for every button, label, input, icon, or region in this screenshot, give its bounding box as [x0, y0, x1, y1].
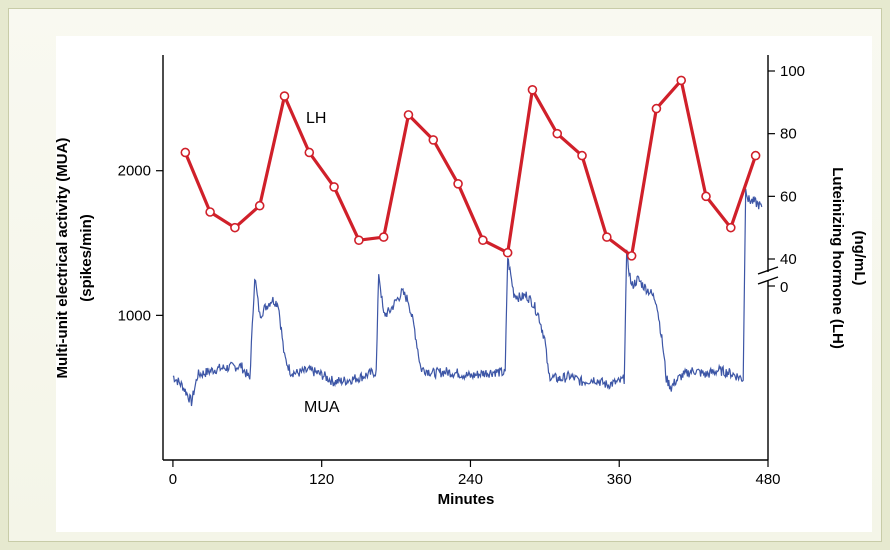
lh-data-point — [304, 147, 315, 158]
lh-series-line — [183, 78, 758, 258]
lh-data-point — [478, 235, 488, 245]
x-tick-label: 120 — [309, 471, 334, 488]
right-y-axis-title-line2: (ng/mL) — [851, 231, 868, 286]
x-axis-title: Minutes — [438, 491, 495, 508]
lh-data-point — [602, 232, 612, 242]
lh-data-point — [428, 135, 439, 145]
x-tick-label: 240 — [458, 471, 483, 488]
mua-series-line — [172, 188, 763, 407]
right-y-tick-label: 40 — [780, 251, 797, 268]
axis-break-mark-top — [757, 266, 779, 275]
lh-data-point — [726, 222, 736, 233]
lh-data-point — [552, 128, 563, 139]
x-tick-label: 480 — [755, 471, 780, 488]
lh-data-point — [354, 235, 364, 245]
mua-series-label: MUA — [304, 399, 340, 416]
lh-data-point — [205, 207, 215, 217]
right-y-tick-label: 80 — [780, 126, 797, 143]
lh-data-point — [527, 85, 538, 95]
left-y-axis-title-line1: Multi-unit electrical activity (MUA) — [54, 138, 71, 379]
right-y-tick-label: 100 — [780, 63, 805, 80]
lh-data-point — [279, 91, 290, 101]
lh-data-point — [180, 147, 191, 158]
lh-data-point — [701, 191, 711, 202]
lh-data-point — [453, 179, 463, 189]
lh-data-point — [750, 150, 761, 161]
lh-data-point — [502, 247, 513, 258]
right-y-tick-label: 60 — [780, 188, 797, 205]
axis-break-mark-bottom — [757, 276, 779, 285]
left-y-tick-label: 2000 — [118, 163, 151, 180]
left-y-tick-label: 1000 — [118, 307, 151, 324]
lh-data-point — [230, 222, 240, 233]
plot-card — [56, 36, 872, 532]
lh-data-point — [676, 75, 687, 86]
lh-series-markers — [180, 75, 761, 261]
left-y-axis-title-line2: (spikes/min) — [78, 214, 95, 302]
lh-data-point — [378, 232, 389, 242]
lh-data-point — [254, 200, 265, 211]
right-y-axis-ticks: 40 60 80 100 0 — [768, 63, 805, 296]
right-y-tick-label-zero: 0 — [780, 279, 788, 296]
x-tick-label: 0 — [169, 471, 177, 488]
lh-series-label: LH — [306, 110, 326, 127]
right-y-axis-title-line1: Luteinizing hormone (LH) — [829, 167, 846, 349]
lh-data-point — [329, 182, 339, 192]
lh-data-point — [577, 150, 587, 161]
lh-data-point — [403, 110, 414, 120]
left-y-axis-ticks: 1000 2000 — [118, 163, 163, 324]
lh-data-point — [651, 103, 662, 114]
x-axis-ticks: 0 120 240 360 480 — [169, 460, 781, 488]
x-tick-label: 360 — [607, 471, 632, 488]
lh-data-point — [626, 251, 637, 261]
